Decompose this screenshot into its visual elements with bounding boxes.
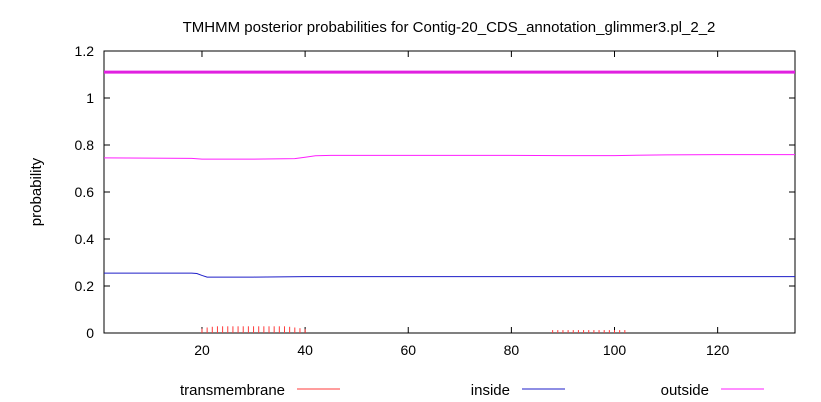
y-tick-label: 0.8 bbox=[75, 137, 95, 153]
series-transmembrane bbox=[201, 326, 626, 333]
y-tick-label: 0.6 bbox=[75, 184, 95, 200]
y-tick-label: 0.4 bbox=[75, 231, 95, 247]
x-tick-label: 40 bbox=[297, 342, 313, 358]
plot-frame bbox=[103, 50, 796, 334]
series-line-outside bbox=[103, 154, 795, 160]
y-tick-label: 1 bbox=[86, 90, 94, 106]
series-outside bbox=[103, 154, 795, 160]
x-tick-label: 60 bbox=[400, 342, 416, 358]
series-inside bbox=[104, 272, 795, 278]
series-line-inside bbox=[104, 272, 795, 278]
x-tick-label: 100 bbox=[603, 342, 627, 358]
legend-label-outside: outside bbox=[661, 382, 709, 399]
y-tick-label: 1.2 bbox=[75, 43, 95, 59]
x-tick-label: 80 bbox=[504, 342, 520, 358]
plot-area: 0 0.2 0.4 0.6 0.8 1 1.2 20 40 60 80 100 120 bbox=[75, 43, 796, 358]
x-tick-label: 120 bbox=[706, 342, 730, 358]
y-tick-label: 0 bbox=[86, 325, 94, 341]
legend-label-inside: inside bbox=[471, 382, 510, 399]
legend-label-transmembrane: transmembrane bbox=[180, 382, 285, 399]
legend: transmembrane inside outside bbox=[180, 382, 764, 399]
y-axis-label: probability bbox=[28, 157, 45, 226]
x-tick-label: 20 bbox=[194, 342, 210, 358]
y-tick-label: 0.2 bbox=[75, 278, 95, 294]
chart-title: TMHMM posterior probabilities for Contig… bbox=[183, 19, 716, 36]
